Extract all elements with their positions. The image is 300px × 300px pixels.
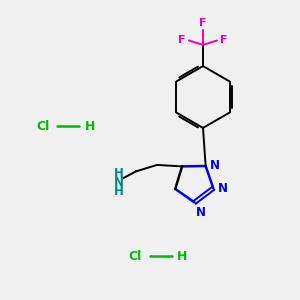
Text: F: F — [220, 35, 228, 46]
Text: H: H — [114, 184, 124, 198]
Text: H: H — [85, 120, 95, 133]
Text: F: F — [199, 18, 207, 28]
Text: N: N — [218, 182, 227, 195]
Text: H: H — [114, 167, 124, 180]
Text: Cl: Cl — [36, 120, 49, 133]
Text: N: N — [210, 159, 220, 172]
Text: N: N — [114, 176, 124, 189]
Text: H: H — [177, 250, 188, 262]
Text: Cl: Cl — [129, 250, 142, 262]
Text: F: F — [178, 35, 186, 46]
Text: N: N — [196, 206, 206, 219]
